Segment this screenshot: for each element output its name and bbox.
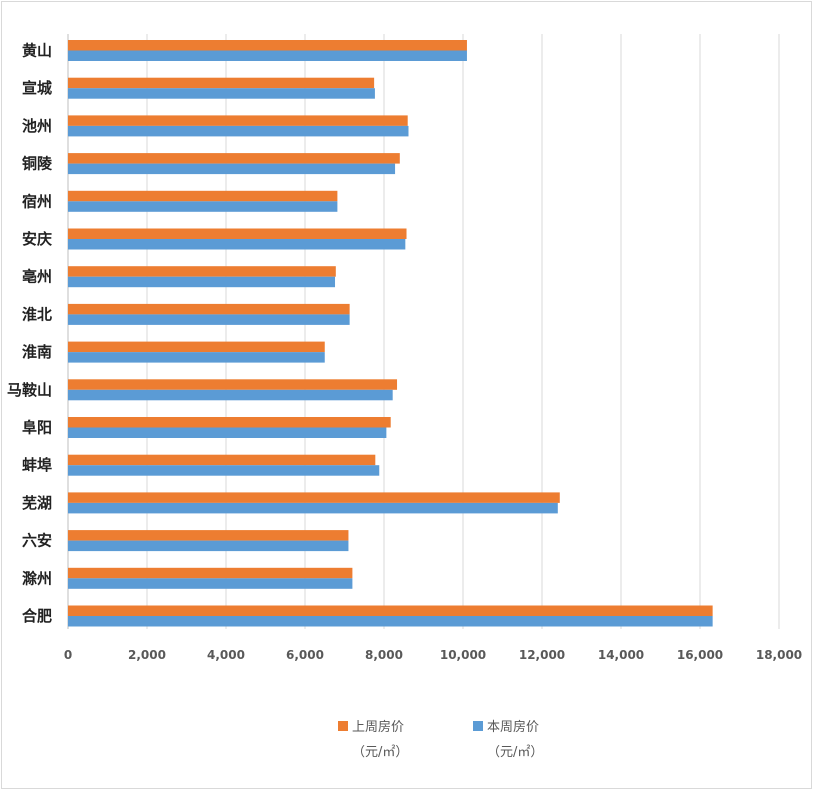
- bar-this-week: [68, 88, 375, 99]
- bar-this-week: [68, 616, 713, 627]
- bar-this-week: [68, 352, 325, 363]
- bar-this-week: [68, 239, 406, 250]
- bar-this-week: [68, 427, 387, 438]
- bar-last-week: [68, 190, 338, 202]
- bar-this-week: [68, 578, 353, 589]
- legend-unit-this-week: （元/㎡）: [487, 745, 544, 760]
- bar-last-week: [68, 266, 336, 277]
- x-tick-label: 6,000: [286, 648, 324, 662]
- bar-last-week: [68, 567, 353, 579]
- category-label: 合肥: [21, 607, 52, 625]
- bar-this-week: [68, 163, 396, 175]
- legend-swatch-this-week: [473, 720, 483, 731]
- bar-last-week: [68, 153, 400, 164]
- bar-last-week: [68, 530, 349, 541]
- bar-last-week: [68, 492, 560, 503]
- bar-last-week: [68, 303, 350, 315]
- bar-last-week: [68, 379, 398, 390]
- category-label: 宿州: [22, 192, 52, 210]
- legend-label-last-week: 上周房价: [352, 720, 405, 735]
- bar-this-week: [68, 314, 350, 325]
- bar-last-week: [68, 417, 391, 428]
- category-label: 宣城: [22, 79, 52, 97]
- category-label: 淮南: [22, 343, 52, 361]
- category-label: 安庆: [22, 230, 52, 248]
- bars: [68, 40, 713, 627]
- tick-labels: 0 2,000 4,000 6,000 8,000 10,000 12,000 14,000 1…: [64, 648, 802, 662]
- x-tick-label: 16,000: [677, 648, 723, 662]
- category-label: 蚌埠: [22, 456, 52, 474]
- category-label: 滁州: [22, 569, 52, 587]
- bar-this-week: [68, 540, 349, 552]
- legend-item-this-week: 本周房价 （元/㎡）: [473, 716, 543, 760]
- x-tick-label: 12,000: [519, 648, 565, 662]
- bar-last-week: [68, 228, 407, 239]
- bar-this-week: [68, 389, 393, 401]
- category-label: 马鞍山: [7, 381, 52, 399]
- bar-last-week: [68, 77, 375, 89]
- bar-this-week: [68, 465, 380, 476]
- bar-this-week: [68, 502, 558, 514]
- category-label: 六安: [22, 532, 52, 550]
- x-tick-label: 10,000: [440, 648, 486, 662]
- category-label: 铜陵: [22, 155, 53, 173]
- category-label: 黄山: [22, 42, 52, 60]
- x-tick-label: 8,000: [365, 648, 403, 662]
- legend-swatch-last-week: [338, 720, 348, 731]
- bar-last-week: [68, 454, 376, 466]
- legend-item-last-week: 上周房价 （元/㎡）: [338, 716, 408, 760]
- category-label: 淮北: [22, 305, 52, 323]
- category-label: 池州: [22, 117, 52, 135]
- legend-unit-last-week: （元/㎡）: [352, 745, 409, 760]
- bar-last-week: [68, 341, 325, 353]
- bar-this-week: [68, 276, 336, 288]
- category-label: 亳州: [22, 268, 52, 286]
- bar-this-week: [68, 201, 338, 212]
- bar-last-week: [68, 115, 408, 126]
- bar-this-week: [68, 125, 409, 137]
- bar-last-week: [68, 605, 713, 616]
- category-label: 阜阳: [22, 419, 52, 437]
- x-tick-label: 14,000: [598, 648, 644, 662]
- x-tick-label: 4,000: [207, 648, 245, 662]
- bar-this-week: [68, 50, 467, 61]
- x-tick-label: 2,000: [128, 648, 166, 662]
- x-tick-label: 0: [64, 648, 72, 662]
- x-tick-label: 18,000: [756, 648, 802, 662]
- bar-last-week: [68, 40, 467, 51]
- legend-label-this-week: 本周房价: [487, 720, 540, 735]
- category-label: 芜湖: [22, 494, 52, 512]
